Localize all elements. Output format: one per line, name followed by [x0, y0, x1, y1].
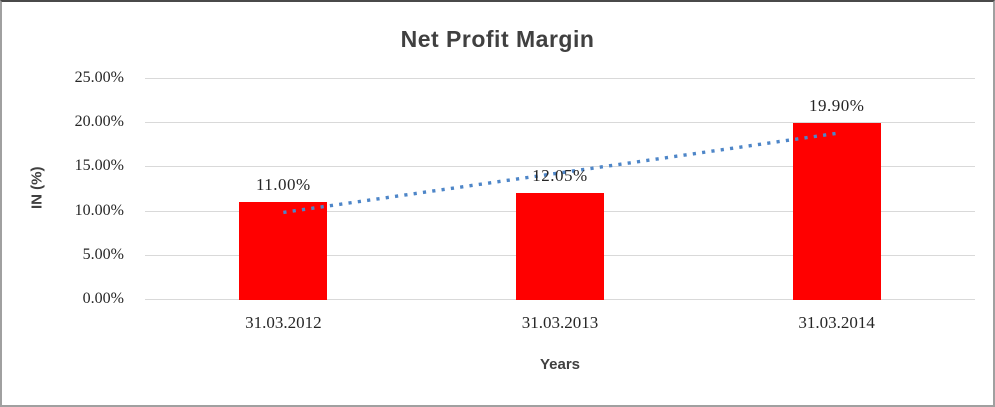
x-tick-label: 31.03.2012 [245, 313, 322, 332]
bar-value-label: 19.90% [808, 96, 865, 116]
gridline [145, 78, 975, 79]
chart-title: Net Profit Margin [400, 26, 595, 52]
y-tick-label: 20.00% [74, 113, 124, 131]
bar-value-label: 12.05% [532, 165, 588, 185]
gridline [145, 122, 975, 124]
x-axis-tick-labels: 31.03.2012 31.03.2013 31.03.2014 [145, 313, 975, 337]
bar [516, 192, 604, 300]
y-axis-tick-labels: 25.00% 20.00% 15.00% 10.00% 5.00% 0.00% [2, 69, 134, 307]
y-tick-label: 10.00% [74, 201, 124, 219]
bar [239, 202, 328, 300]
x-axis-title: Years [539, 356, 581, 373]
bar [792, 123, 881, 300]
y-tick-label: 15.00% [74, 157, 124, 175]
x-tick-label: 31.03.2013 [521, 313, 599, 332]
bar-value-label: 11.00% [255, 175, 311, 195]
y-tick-label: 25.00% [74, 69, 124, 86]
y-tick-label: 0.00% [82, 290, 124, 307]
plot-area: 11.00% 12.05% 19.90% [145, 78, 975, 300]
gridline [145, 166, 975, 168]
y-tick-label: 5.00% [82, 245, 124, 263]
x-tick-label: 31.03.2014 [798, 313, 875, 332]
